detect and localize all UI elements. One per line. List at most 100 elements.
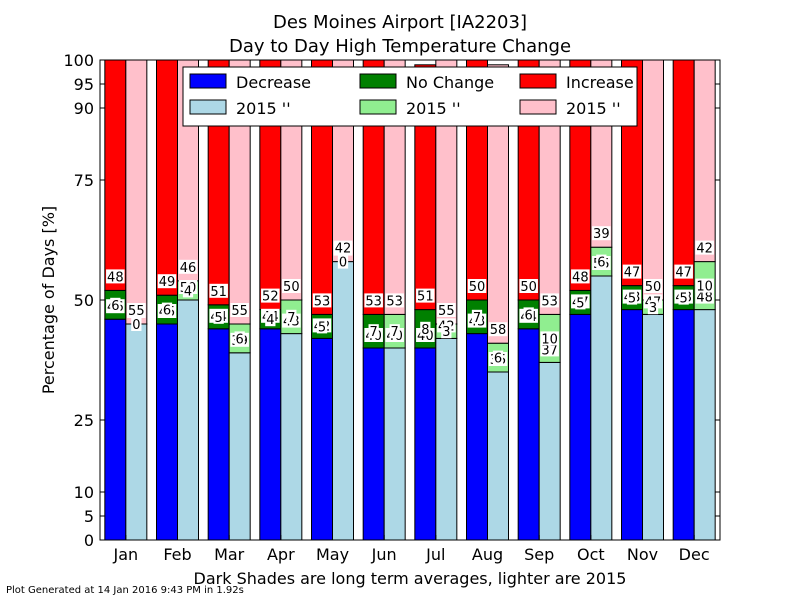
label-avg-increase-jun: 53 bbox=[365, 294, 382, 309]
label-y2015-nochange-apr: 7 bbox=[287, 311, 295, 326]
label-y2015-increase-may: 42 bbox=[335, 242, 352, 257]
bars-layer: 4664845055456495044644551396554445243750… bbox=[104, 59, 716, 541]
label-avg-nochange-nov: 5 bbox=[628, 292, 636, 307]
y-tick-label-50: 50 bbox=[74, 291, 94, 310]
label-y2015-increase-dec-bg bbox=[695, 240, 714, 255]
label-avg-increase-mar-bg bbox=[209, 283, 228, 298]
legend: Decrease No Change Increase 2015 '' 2015 '' 2… bbox=[182, 66, 638, 127]
label-y2015-increase-mar-bg bbox=[230, 303, 249, 317]
label-y2015-increase-dec: 42 bbox=[696, 242, 713, 257]
label-avg-nochange-may-bg bbox=[316, 319, 328, 334]
label-avg-increase-feb: 49 bbox=[159, 275, 176, 290]
label-avg-increase-apr-bg bbox=[261, 288, 280, 303]
x-tick-label-aug: Aug bbox=[472, 545, 503, 564]
plot-generated-footer: Plot Generated at 14 Jan 2016 9:43 PM in… bbox=[6, 585, 244, 596]
label-avg-increase-nov: 47 bbox=[624, 266, 641, 281]
bar-avg-decrease-0-mar bbox=[207, 328, 230, 541]
label-y2015-nochange-mar-bg bbox=[234, 331, 245, 346]
label-avg-nochange-nov-bg bbox=[626, 290, 638, 305]
y-axis-label: Percentage of Days [%] bbox=[39, 206, 58, 394]
label-avg-nochange-aug: 7 bbox=[473, 311, 481, 326]
bar-y2015-2015-2-aug bbox=[487, 64, 509, 344]
x-tick-label-mar: Mar bbox=[214, 545, 245, 564]
label-y2015-nochange-feb-bg bbox=[182, 283, 194, 298]
bar-y2015-2015-0-dec bbox=[693, 309, 716, 541]
label-y2015-increase-jul-bg bbox=[437, 303, 456, 317]
label-avg-nochange-aug-bg bbox=[471, 309, 483, 324]
bar-avg-decrease-0-sep bbox=[517, 328, 540, 541]
legend-label-decrease: Decrease bbox=[236, 73, 311, 92]
label-avg-increase-jul-bg bbox=[416, 288, 435, 303]
label-avg-increase-jan-bg bbox=[106, 269, 125, 284]
label-avg-nochange-jan-bg bbox=[110, 297, 121, 312]
bar-avg-increase-2-feb bbox=[156, 59, 178, 296]
label-y2015-nochange-dec-bg bbox=[695, 278, 714, 293]
legend-swatch-2015-1 bbox=[359, 99, 397, 115]
label-avg-nochange-may: 5 bbox=[318, 320, 326, 335]
legend-swatch-increase bbox=[519, 73, 557, 89]
label-y2015-increase-feb-bg bbox=[178, 259, 198, 274]
bar-avg-decrease-0-jul bbox=[414, 347, 437, 541]
legend-label-2015-0: 2015 '' bbox=[236, 99, 291, 118]
x-tick-label-jul: Jul bbox=[425, 545, 445, 564]
label-avg-increase-jun-bg bbox=[364, 293, 383, 308]
label-avg-increase-oct: 48 bbox=[572, 270, 589, 285]
bar-y2015-2015-0-feb bbox=[177, 299, 199, 541]
label-y2015-increase-aug-bg bbox=[488, 322, 508, 337]
bar-avg-decrease-0-nov bbox=[621, 309, 643, 541]
label-y2015-nochange-jul: 3 bbox=[442, 325, 450, 340]
x-tick-label-jun: Jun bbox=[371, 545, 397, 564]
x-tick-label-dec: Dec bbox=[679, 545, 710, 564]
label-y2015-increase-apr-bg bbox=[282, 279, 301, 293]
label-avg-nochange-dec: 5 bbox=[680, 292, 688, 307]
x-tick-label-feb: Feb bbox=[163, 545, 191, 564]
legend-label-2015-1: 2015 '' bbox=[406, 99, 461, 118]
label-avg-increase-feb-bg bbox=[157, 274, 177, 289]
label-avg-nochange-jul-bg bbox=[420, 321, 431, 336]
bar-y2015-2015-0-apr bbox=[280, 333, 303, 541]
label-y2015-increase-sep-bg bbox=[540, 293, 559, 308]
label-avg-increase-may: 53 bbox=[314, 294, 331, 309]
label-y2015-nochange-jan: 0 bbox=[132, 318, 140, 333]
label-y2015-nochange-dec: 10 bbox=[696, 280, 713, 295]
bar-avg-decrease-0-apr bbox=[259, 328, 282, 541]
label-avg-increase-may-bg bbox=[312, 293, 332, 308]
bar-avg-decrease-0-oct bbox=[569, 313, 592, 541]
bar-y2015-2015-0-jul bbox=[435, 337, 458, 541]
bar-avg-decrease-0-dec bbox=[672, 309, 695, 541]
label-y2015-increase-jun: 53 bbox=[386, 294, 403, 309]
legend-swatch-decrease bbox=[189, 73, 227, 89]
x-axis-label: Dark Shades are long term averages, ligh… bbox=[194, 569, 627, 588]
bar-y2015-2015-0-may bbox=[332, 261, 354, 541]
legend-label-2015-2: 2015 '' bbox=[566, 99, 621, 118]
label-y2015-increase-sep: 53 bbox=[541, 294, 558, 309]
label-y2015-nochange-jul-bg bbox=[441, 324, 452, 339]
bar-y2015-2015-0-jun bbox=[383, 347, 406, 541]
bar-y2015-2015-0-mar bbox=[228, 352, 251, 541]
label-avg-increase-aug-bg bbox=[467, 279, 487, 293]
label-avg-nochange-mar: 5 bbox=[215, 311, 223, 326]
label-y2015-increase-nov: 50 bbox=[645, 280, 662, 295]
label-avg-nochange-sep: 6 bbox=[525, 308, 533, 323]
bar-avg-decrease-0-aug bbox=[466, 333, 488, 541]
label-avg-increase-jan: 48 bbox=[107, 270, 124, 285]
bar-avg-decrease-0-jan bbox=[104, 318, 127, 541]
bar-avg-increase-2-jan bbox=[104, 59, 127, 291]
label-y2015-nochange-oct-bg bbox=[596, 254, 607, 269]
bar-y2015-2015-0-aug bbox=[487, 371, 509, 541]
label-avg-nochange-mar-bg bbox=[213, 309, 224, 324]
x-tick-label-nov: Nov bbox=[627, 545, 658, 564]
label-avg-nochange-jun-bg bbox=[368, 324, 379, 339]
label-avg-increase-apr: 52 bbox=[262, 290, 279, 305]
legend-swatch-2015-2 bbox=[519, 99, 557, 115]
label-y2015-decrease-dec: 48 bbox=[696, 291, 713, 306]
bar-y2015-2015-0-sep bbox=[538, 361, 561, 541]
bar-avg-increase-2-dec bbox=[672, 59, 695, 287]
bar-y2015-2015-2-nov bbox=[642, 59, 664, 301]
label-y2015-increase-jan: 55 bbox=[128, 304, 145, 319]
y-tick-label-95: 95 bbox=[74, 75, 94, 94]
x-tick-label-sep: Sep bbox=[524, 545, 554, 564]
label-y2015-nochange-sep: 10 bbox=[541, 332, 558, 347]
legend-label-nochange: No Change bbox=[406, 73, 494, 92]
bar-avg-decrease-0-jun bbox=[362, 347, 385, 541]
